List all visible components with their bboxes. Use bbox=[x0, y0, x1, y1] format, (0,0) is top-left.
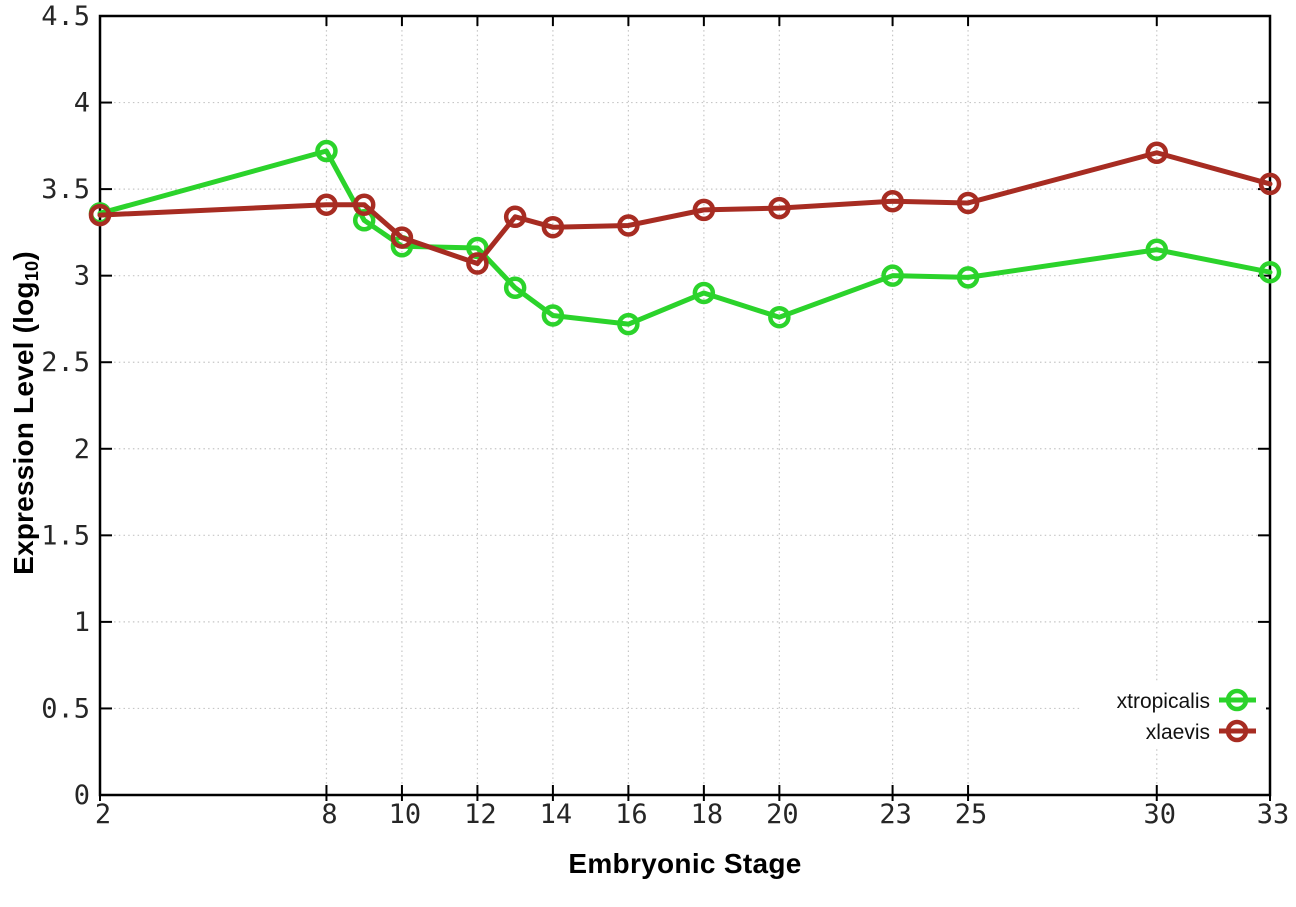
y-axis-title-subscript: 10 bbox=[22, 260, 43, 282]
y-tick-labels: 0 0.5 1 1.5 2 2.5 3 3.5 4 4.5 bbox=[41, 1, 90, 811]
data-point-xlaevis bbox=[315, 193, 338, 216]
plot-border bbox=[98, 14, 1272, 797]
legend-label-xlaevis: xlaevis bbox=[1146, 721, 1210, 744]
data-point-xlaevis bbox=[768, 196, 791, 220]
data-point-xtropicalis bbox=[315, 139, 338, 163]
legend-marker-xtropicalis bbox=[1225, 688, 1249, 712]
y-tick-label: 0.5 bbox=[41, 693, 90, 724]
y-axis-title: Expression Level (log10) bbox=[8, 213, 42, 613]
data-point-xlaevis bbox=[88, 203, 112, 227]
data-point-xlaevis bbox=[956, 191, 980, 215]
y-tick-label: 2.5 bbox=[41, 347, 90, 378]
data-point-xtropicalis bbox=[692, 281, 716, 305]
y-tick-label: 4.5 bbox=[41, 1, 90, 32]
x-tick-label: 23 bbox=[879, 799, 912, 830]
x-tick-label: 20 bbox=[766, 799, 799, 830]
y-axis-title-close: ) bbox=[8, 251, 39, 261]
y-axis-title-main: Expression Level (log bbox=[8, 281, 39, 575]
axis-ticks bbox=[99, 15, 1271, 801]
x-tick-label: 25 bbox=[955, 799, 988, 830]
y-tick-label: 1 bbox=[74, 607, 90, 638]
x-tick-label: 14 bbox=[540, 799, 573, 830]
data-point-xtropicalis bbox=[541, 304, 565, 327]
x-tick-label: 8 bbox=[321, 799, 337, 830]
y-tick-label: 3 bbox=[74, 261, 90, 292]
gridlines bbox=[100, 16, 1270, 795]
data-point-xtropicalis bbox=[503, 276, 527, 300]
series-xlaevis bbox=[88, 141, 1282, 275]
data-point-xtropicalis bbox=[352, 209, 376, 232]
x-tick-label: 2 bbox=[95, 799, 111, 830]
data-point-xlaevis bbox=[617, 214, 640, 237]
legend-label-xtropicalis: xtropicalis bbox=[1117, 690, 1210, 713]
data-point-xlaevis bbox=[466, 252, 489, 275]
series-xtropicalis bbox=[88, 139, 1282, 336]
data-point-xtropicalis bbox=[956, 266, 980, 289]
y-tick-label: 3.5 bbox=[41, 174, 90, 205]
x-tick-label: 16 bbox=[615, 799, 648, 830]
data-point-xtropicalis bbox=[768, 305, 791, 329]
y-tick-label: 2 bbox=[74, 434, 90, 465]
data-point-xtropicalis bbox=[466, 236, 489, 260]
x-tick-label: 30 bbox=[1144, 799, 1177, 830]
data-point-xtropicalis bbox=[881, 264, 904, 287]
y-tick-label: 1.5 bbox=[41, 520, 90, 551]
y-tick-label: 4 bbox=[74, 88, 90, 119]
data-point-xlaevis bbox=[692, 198, 716, 222]
legend: xtropicalis xlaevis bbox=[1082, 681, 1266, 747]
data-point-xlaevis bbox=[541, 215, 565, 239]
data-point-xtropicalis bbox=[1258, 260, 1282, 284]
data-point-xlaevis bbox=[1258, 172, 1282, 196]
x-tick-labels: 2 8 10 12 14 16 18 20 23 25 30 33 bbox=[95, 799, 1289, 830]
x-tick-label: 12 bbox=[464, 799, 497, 830]
data-point-xlaevis bbox=[1145, 141, 1169, 165]
data-point-xlaevis bbox=[881, 189, 904, 213]
data-point-xlaevis bbox=[390, 226, 414, 249]
y-tick-label: 0 bbox=[74, 780, 90, 811]
x-tick-label: 10 bbox=[389, 799, 422, 830]
data-point-xtropicalis bbox=[617, 312, 640, 336]
data-point-xtropicalis bbox=[1145, 238, 1169, 261]
x-axis-title: Embryonic Stage bbox=[568, 848, 802, 879]
x-tick-label: 33 bbox=[1257, 799, 1290, 830]
x-tick-label: 18 bbox=[691, 799, 724, 830]
data-point-xlaevis bbox=[352, 193, 376, 216]
legend-marker-xlaevis bbox=[1225, 719, 1249, 743]
data-point-xlaevis bbox=[503, 205, 527, 229]
